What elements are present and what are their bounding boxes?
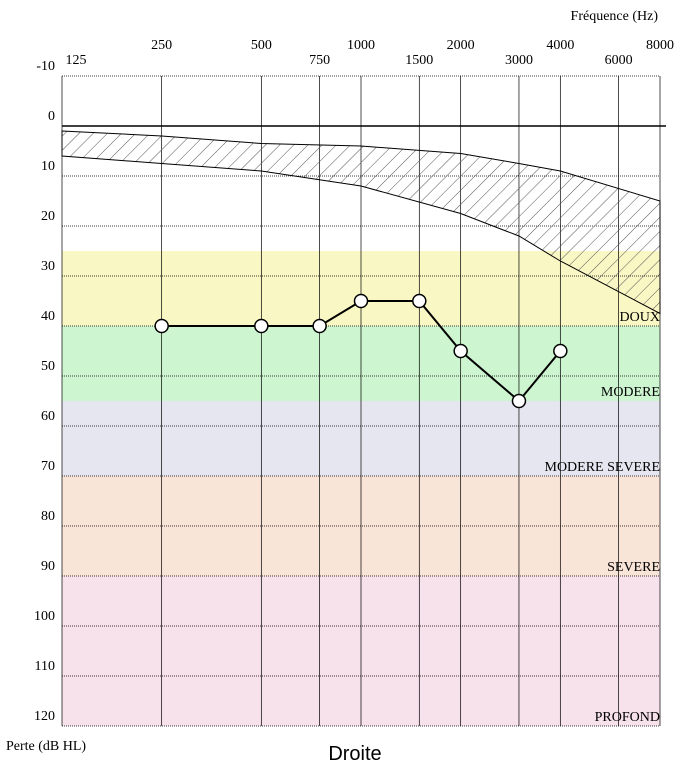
band-label: MODERE SEVERE xyxy=(545,460,661,475)
y-tick-label: 0 xyxy=(48,109,55,124)
x-tick-label: 4000 xyxy=(546,38,574,53)
y-tick-label: 20 xyxy=(41,209,55,224)
band-label: PROFOND xyxy=(595,710,660,725)
y-tick-label: 10 xyxy=(41,159,55,174)
y-tick-label: -10 xyxy=(36,59,55,74)
data-point xyxy=(312,318,327,334)
y-tick-label: 40 xyxy=(41,309,55,324)
x-tick-label: 3000 xyxy=(505,53,533,68)
x-tick-label: 8000 xyxy=(646,38,674,53)
data-point xyxy=(154,318,169,334)
band-label: SEVERE xyxy=(607,560,660,575)
y-tick-label: 60 xyxy=(41,409,55,424)
y-tick-label: 110 xyxy=(35,659,55,674)
data-point xyxy=(511,393,527,409)
data-line xyxy=(161,300,562,403)
y-tick-label: 80 xyxy=(41,509,55,524)
band-label: MODERE xyxy=(601,385,660,400)
x-tick-label: 6000 xyxy=(605,53,633,68)
data-point xyxy=(553,343,568,359)
y-tick-label: 90 xyxy=(41,559,55,574)
x-tick-label: 2000 xyxy=(447,38,475,53)
data-point xyxy=(453,343,468,359)
x-tick-label: 500 xyxy=(251,38,272,53)
data-point xyxy=(412,293,427,309)
y-tick-label: 100 xyxy=(34,609,55,624)
y-tick-label: 50 xyxy=(41,359,55,374)
chart-title: Droite xyxy=(328,743,381,765)
x-tick-label: 125 xyxy=(66,53,87,68)
x-axis-label: Fréquence (Hz) xyxy=(571,9,659,24)
y-tick-label: 30 xyxy=(41,259,55,274)
y-tick-label: 70 xyxy=(41,459,55,474)
x-tick-label: 250 xyxy=(151,38,172,53)
normal-range xyxy=(61,130,661,315)
x-tick-label: 1000 xyxy=(347,38,375,53)
marks xyxy=(61,130,661,409)
band-label: DOUX xyxy=(620,310,660,325)
y-tick-label: 120 xyxy=(34,709,55,724)
x-tick-label: 1500 xyxy=(405,53,433,68)
y-axis-label: Perte (dB HL) xyxy=(6,739,86,754)
data-point xyxy=(254,318,269,334)
x-tick-label: 750 xyxy=(309,53,330,68)
data-point xyxy=(353,293,369,309)
